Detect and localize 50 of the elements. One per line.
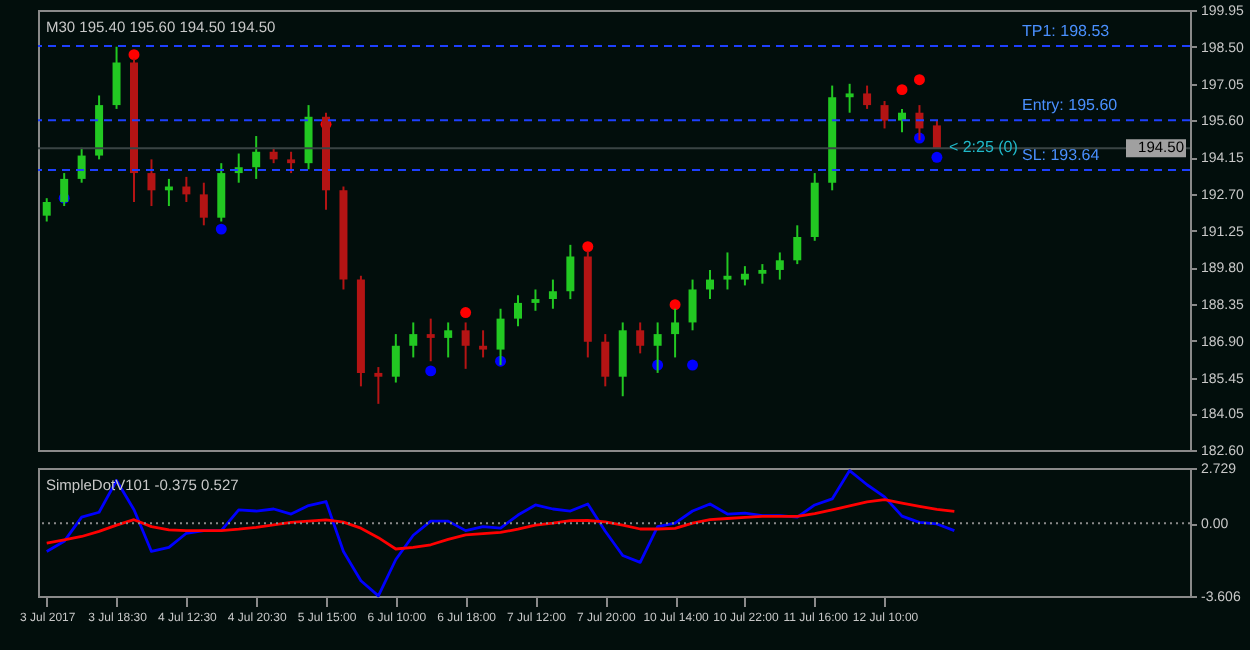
candlestick — [548, 278, 557, 310]
candlestick — [531, 288, 540, 312]
point — [425, 365, 437, 377]
candlestick — [461, 321, 470, 370]
candlestick — [775, 251, 784, 281]
candlestick — [426, 317, 435, 363]
candlestick — [793, 224, 802, 266]
candlestick — [863, 84, 872, 110]
candlestick — [636, 321, 645, 355]
point — [896, 84, 908, 96]
candlestick — [880, 100, 889, 130]
point — [128, 49, 140, 61]
candlestick — [688, 278, 697, 332]
candlestick — [706, 268, 714, 301]
candlestick — [42, 197, 51, 223]
candlestick — [740, 265, 749, 287]
point — [582, 241, 594, 253]
candlestick — [845, 82, 854, 114]
annotation: < 2:25 (0) — [948, 138, 1019, 157]
candlestick — [514, 294, 522, 328]
line-series — [45, 469, 956, 598]
ref-line-label: SL: 193.64 — [1022, 146, 1101, 165]
point — [913, 74, 925, 86]
candlestick — [374, 366, 383, 405]
candlestick — [287, 150, 296, 175]
point — [687, 359, 699, 371]
candlestick — [601, 333, 610, 388]
ref-line-label: Entry: 195.60 — [1022, 96, 1119, 115]
candlestick — [723, 251, 732, 291]
point — [460, 307, 472, 319]
candlestick — [932, 119, 941, 150]
candlestick — [112, 45, 121, 110]
candlestick — [304, 104, 313, 171]
candlestick — [391, 333, 400, 384]
candlestick — [77, 146, 86, 184]
ref-line-label: TP1: 198.53 — [1022, 22, 1111, 41]
candlestick — [479, 329, 488, 359]
candlestick — [618, 321, 627, 398]
candlestick — [444, 321, 453, 359]
candlestick — [217, 162, 226, 223]
candlestick — [147, 158, 156, 208]
point — [669, 299, 681, 311]
candlestick — [199, 181, 208, 227]
line-series — [45, 498, 956, 551]
point — [931, 151, 943, 163]
candlestick — [409, 321, 418, 359]
point — [215, 223, 227, 235]
candlestick — [758, 263, 767, 285]
candlestick — [566, 243, 575, 301]
candlestick — [252, 135, 261, 180]
